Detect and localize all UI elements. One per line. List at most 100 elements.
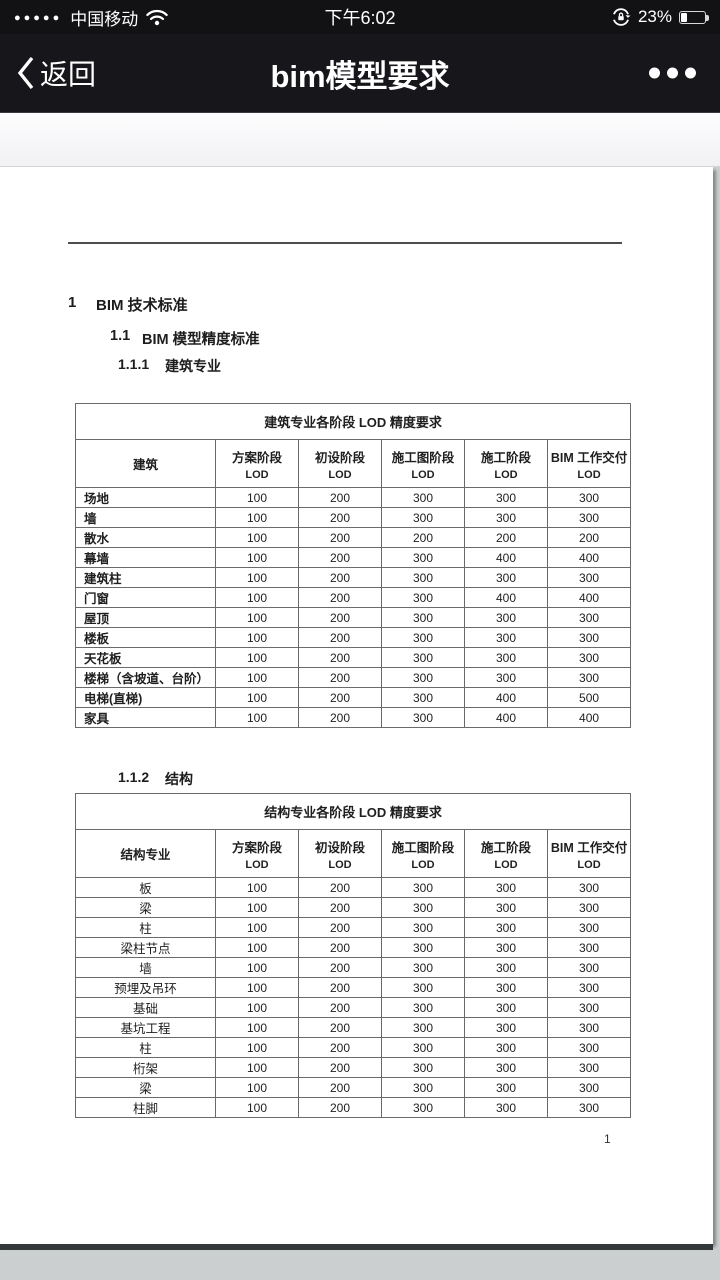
table-row: 预埋及吊环 100 200 300 300 300	[75, 977, 632, 998]
lod-value: 400	[464, 687, 548, 708]
lod-value: 300	[381, 1037, 465, 1058]
table-row: 家具 100 200 300 400 400	[75, 707, 632, 728]
section-heading-1-1-1: 1.1.1 建筑专业	[118, 356, 221, 376]
lod-value: 300	[464, 567, 548, 588]
column-header: BIM 工作交付 LOD	[546, 439, 632, 488]
row-label: 基础	[75, 997, 216, 1018]
row-label: 梁柱节点	[75, 937, 216, 958]
lod-value: 300	[381, 547, 465, 568]
row-label: 屋顶	[75, 607, 216, 628]
page-title: bim模型要求	[270, 58, 450, 94]
lod-value: 100	[215, 1037, 299, 1058]
table-row: 散水 100 200 200 200 200	[75, 527, 632, 548]
lod-value: 300	[381, 667, 465, 688]
table-row: 柱 100 200 300 300 300	[75, 1037, 632, 1058]
row-label: 家具	[75, 707, 216, 728]
row-label: 幕墙	[75, 547, 216, 568]
lod-value: 300	[381, 917, 465, 938]
section-text: 结构	[165, 771, 193, 787]
column-header: 方案阶段 LOD	[215, 829, 299, 878]
lod-value: 300	[381, 937, 465, 958]
lod-value: 200	[298, 547, 382, 568]
lod-value: 100	[215, 707, 299, 728]
battery-fill	[681, 12, 687, 22]
lod-value: 300	[464, 1077, 548, 1098]
lod-value: 300	[546, 1017, 632, 1038]
lod-value: 100	[215, 547, 299, 568]
column-header: 初设阶段 LOD	[298, 829, 382, 878]
table-header-row: 结构专业 方案阶段 LOD 初设阶段 LOD 施工图阶段 LOD 施工阶段 LOD BIM 工作交…	[75, 829, 632, 878]
row-label: 柱	[75, 917, 216, 938]
lod-value: 200	[298, 1037, 382, 1058]
lod-value: 300	[381, 877, 465, 898]
lod-value: 200	[298, 997, 382, 1018]
lod-value: 300	[381, 507, 465, 528]
lod-value: 100	[215, 957, 299, 978]
lod-value: 300	[381, 897, 465, 918]
section-number: 1.1.1	[118, 356, 150, 372]
column-header: 施工图阶段 LOD	[381, 439, 465, 488]
lod-value: 300	[464, 997, 548, 1018]
lod-value: 100	[215, 627, 299, 648]
lod-value: 200	[298, 897, 382, 918]
section-heading-1-1-2: 1.1.2 结构	[118, 769, 193, 789]
wifi-icon	[146, 9, 168, 26]
section-heading-1: 1 BIM 技术标准	[68, 294, 188, 315]
lod-value: 300	[464, 897, 548, 918]
lod-value: 100	[215, 1057, 299, 1078]
lod-value: 300	[464, 1017, 548, 1038]
lod-value: 200	[298, 587, 382, 608]
row-label: 梁	[75, 1077, 216, 1098]
lod-value: 200	[298, 627, 382, 648]
lod-value: 200	[298, 487, 382, 508]
lod-value: 300	[464, 917, 548, 938]
row-label: 预埋及吊环	[75, 977, 216, 998]
section-number: 1.1	[110, 328, 131, 344]
lod-value: 300	[546, 897, 632, 918]
lod-value: 100	[215, 607, 299, 628]
toolbar-strip	[0, 112, 720, 167]
lod-value: 300	[381, 647, 465, 668]
lod-value: 100	[215, 1097, 299, 1118]
row-label: 电梯(直梯)	[75, 687, 216, 708]
lod-value: 300	[464, 877, 548, 898]
lod-value: 300	[464, 607, 548, 628]
structure-lod-table: 结构专业各阶段 LOD 精度要求 结构专业 方案阶段 LOD 初设阶段 LOD 施工图阶段…	[74, 793, 632, 1118]
row-label: 场地	[75, 487, 216, 508]
lod-value: 300	[381, 587, 465, 608]
column-header: 施工阶段 LOD	[464, 439, 548, 488]
status-bar: ●●●●● 中国移动 下午6:02	[0, 0, 720, 34]
table-row: 电梯(直梯) 100 200 300 400 500	[75, 687, 632, 708]
lod-value: 100	[215, 567, 299, 588]
column-header: 方案阶段 LOD	[215, 439, 299, 488]
lod-value: 400	[546, 707, 632, 728]
row-label: 桁架	[75, 1057, 216, 1078]
lod-value: 200	[298, 957, 382, 978]
lod-value: 300	[546, 997, 632, 1018]
lod-value: 200	[298, 1097, 382, 1118]
lod-value: 300	[546, 1037, 632, 1058]
lod-value: 300	[546, 1097, 632, 1118]
lod-value: 300	[464, 1097, 548, 1118]
table-row: 墙 100 200 300 300 300	[75, 957, 632, 978]
back-button[interactable]: 返回	[0, 53, 96, 93]
document-page[interactable]: 1 BIM 技术标准 1.1 BIM 模型精度标准 1.1.1 建筑专业 建筑专…	[0, 167, 713, 1244]
lod-value: 300	[546, 487, 632, 508]
lod-value: 300	[464, 487, 548, 508]
lod-value: 300	[546, 1057, 632, 1078]
column-header: 施工阶段 LOD	[464, 829, 548, 878]
lod-value: 300	[546, 567, 632, 588]
more-menu-button[interactable]	[649, 67, 696, 79]
lod-value: 300	[546, 977, 632, 998]
lod-value: 300	[464, 1037, 548, 1058]
table-row: 场地 100 200 300 300 300	[75, 487, 632, 508]
table-row: 基础 100 200 300 300 300	[75, 997, 632, 1018]
more-dot-icon	[667, 67, 678, 79]
table-row: 门窗 100 200 300 400 400	[75, 587, 632, 608]
row-label: 板	[75, 877, 216, 898]
table-row: 墙 100 200 300 300 300	[75, 507, 632, 528]
lod-value: 300	[546, 607, 632, 628]
row-label: 散水	[75, 527, 216, 548]
lod-value: 500	[546, 687, 632, 708]
